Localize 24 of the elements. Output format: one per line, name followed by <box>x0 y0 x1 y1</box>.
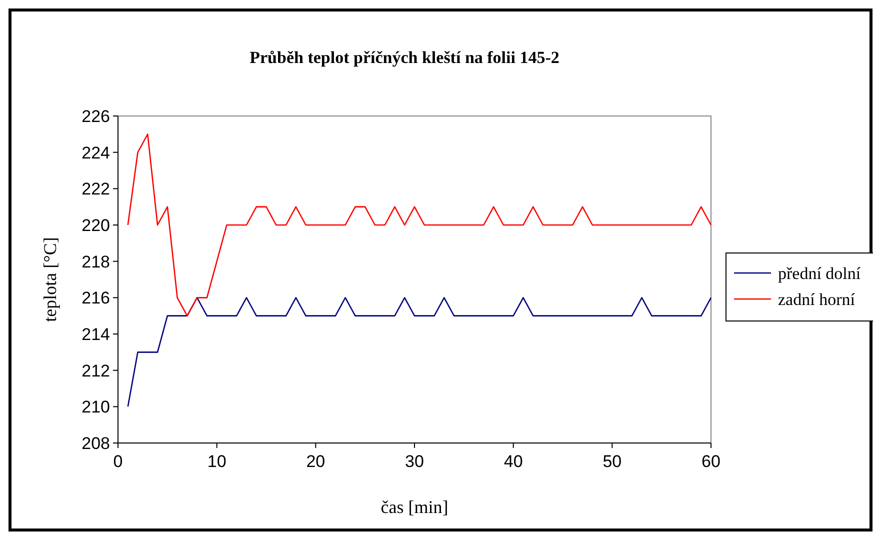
x-tick-label: 30 <box>405 452 424 471</box>
y-tick-label: 224 <box>82 143 110 162</box>
y-tick-label: 222 <box>82 180 110 199</box>
y-axis-title: teplota [°C] <box>40 237 60 322</box>
x-tick-label: 20 <box>306 452 326 471</box>
x-tick-label: 0 <box>113 452 123 471</box>
legend-label: zadní horní <box>778 290 856 309</box>
y-tick-label: 220 <box>82 216 110 235</box>
y-tick-label: 226 <box>82 107 110 126</box>
y-tick-label: 212 <box>82 361 110 380</box>
line-series <box>127 134 712 316</box>
chart-title: Průběh teplot příčných kleští na folii 145-2 <box>250 48 560 67</box>
x-tick-label: 50 <box>602 452 622 471</box>
y-tick-label: 208 <box>82 434 110 453</box>
x-tick-label: 40 <box>504 452 523 471</box>
x-tick-label: 10 <box>207 452 226 471</box>
x-tick-label: 60 <box>702 452 720 471</box>
y-tick-label: 210 <box>82 398 110 417</box>
y-tick-label: 218 <box>82 252 110 272</box>
y-tick-label: 214 <box>82 325 110 344</box>
legend-label: přední dolní <box>778 264 861 283</box>
y-tick-label: 216 <box>82 288 110 308</box>
x-axis-title: čas [min] <box>380 497 448 517</box>
line-series <box>127 297 712 408</box>
